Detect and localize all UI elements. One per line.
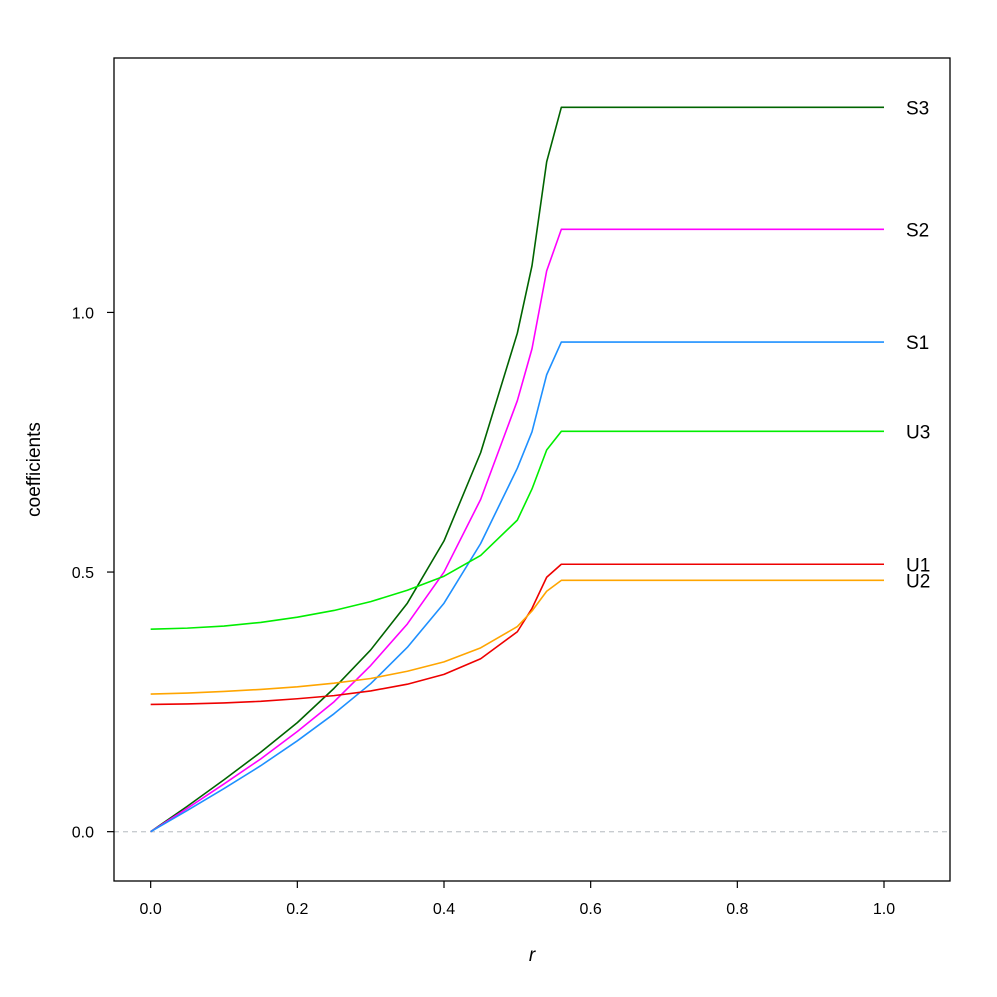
series-label-s3: S3 [906,98,929,119]
x-axis: 0.0 0.2 0.4 0.6 0.8 1.0 [140,881,895,918]
x-tick-label: 0.0 [140,901,162,918]
series-label-s2: S2 [906,220,929,241]
series-label-u3: U3 [906,422,930,443]
series-line-u3 [150,430,884,630]
x-tick-label: 0.4 [433,901,455,918]
series-layer [150,106,884,833]
x-tick-label: 1.0 [873,901,895,918]
plot-frame [113,57,951,882]
series-line-s1 [150,341,884,833]
series-line-u1 [150,563,884,706]
x-tick-label: 0.8 [726,901,748,918]
series-line-u2 [150,579,884,695]
series-label-u2: U2 [906,571,930,592]
series-line-s3 [150,106,884,833]
x-tick-label: 0.6 [580,901,602,918]
y-axis-title: coefficients [24,422,45,517]
y-tick-label: 1.0 [72,305,94,322]
x-axis-title: r [529,945,536,966]
y-tick-label: 0.5 [72,565,94,582]
series-label-s1: S1 [906,333,929,354]
y-axis: 0.0 0.5 1.0 [72,305,114,842]
x-tick-label: 0.2 [286,901,308,918]
series-line-s2 [150,228,884,833]
series-label-u1: U1 [906,555,930,576]
y-tick-label: 0.0 [72,825,94,842]
